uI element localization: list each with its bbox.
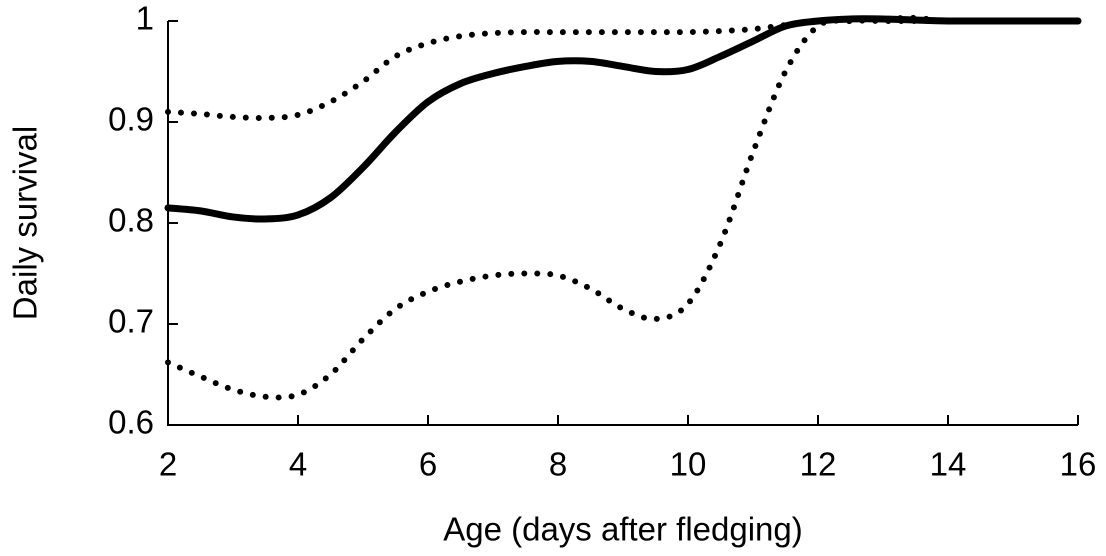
y-tick-label: 1 [136, 0, 154, 37]
x-tick-label: 12 [800, 446, 837, 483]
y-tick-label: 0.6 [108, 404, 154, 441]
line-series [165, 17, 1081, 401]
x-tick-label: 16 [1060, 446, 1097, 483]
x-tick-label: 8 [549, 446, 567, 483]
y-tick-label: 0.7 [108, 303, 154, 340]
x-tick-label: 14 [930, 446, 967, 483]
y-axis-label: Daily survival [7, 126, 44, 320]
axis-frame [167, 21, 1078, 426]
x-tick-label: 2 [159, 446, 177, 483]
x-tick-label: 6 [419, 446, 437, 483]
line-series [165, 14, 1081, 122]
line-series [164, 15, 1082, 223]
x-tick-label: 4 [289, 446, 307, 483]
x-axis-label: Age (days after fledging) [443, 511, 803, 548]
x-tick-label: 10 [670, 446, 707, 483]
y-tick-label: 0.9 [108, 101, 154, 138]
y-tick-label: 0.8 [108, 202, 154, 239]
